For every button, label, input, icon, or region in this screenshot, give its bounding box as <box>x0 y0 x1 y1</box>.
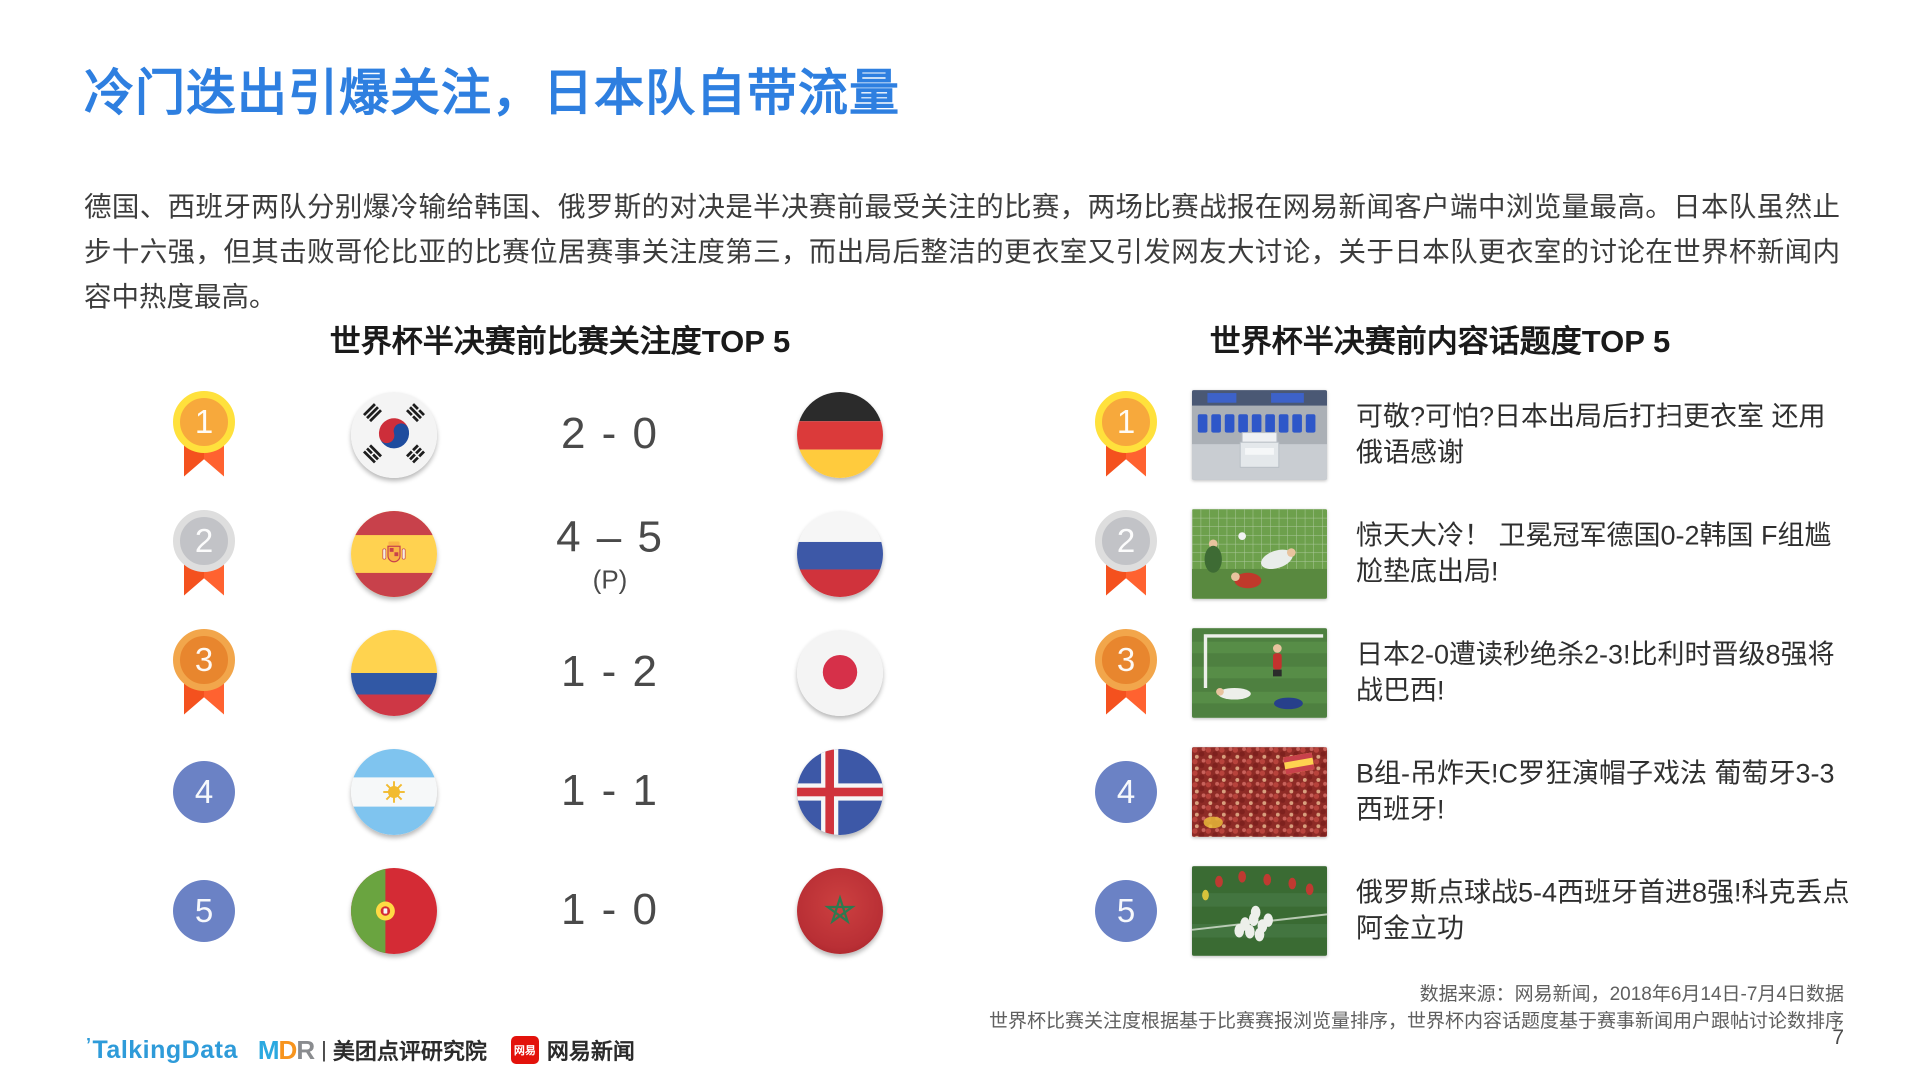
rank-4-badge: 4 <box>1095 760 1157 823</box>
match-row: 2 4 – 5 (P) <box>165 494 945 613</box>
rank-number: 2 <box>1116 521 1136 559</box>
rank-number: 2 <box>194 521 214 559</box>
source-line-2: 世界杯比赛关注度根据基于比赛赛报浏览量排序，世界杯内容话题度基于赛事新闻用户跟帖… <box>988 1010 1844 1032</box>
rank-2-silver-medal-icon: 2 <box>173 509 235 600</box>
news-headline: B组-吊炸天!C罗狂演帽子戏法 葡萄牙3-3西班牙! <box>1356 758 1835 825</box>
match-row: 4 1 - 1 <box>165 732 945 851</box>
page-title: 冷门迭出引爆关注，日本队自带流量 <box>84 65 900 121</box>
rank-number: 5 <box>1116 891 1136 929</box>
footer-logos: ’ TalkingData MDR | 美团点评研究院 网易 网易新闻 <box>86 1034 635 1066</box>
score-text: 4 – 5 <box>556 512 664 561</box>
news-headline: 惊天大冷！ 卫冕冠军德国0-2韩国 F组尴尬垫底出局! <box>1356 520 1832 587</box>
right-panel-header: 世界杯半决赛前内容话题度TOP 5 <box>1209 324 1671 359</box>
japan-flag-icon <box>797 629 883 716</box>
meituan-dianping-institute-logo: 美团点评研究院 <box>332 1039 487 1064</box>
source-line-1: 数据来源：网易新闻，2018年6月14日-7月4日数据 <box>1419 984 1844 1005</box>
content-topic-ranking: 1 可敬?可怕?日本出局后打扫更衣室 还用俄语感谢 2 <box>1080 375 1880 970</box>
score-text: 2 - 0 <box>560 408 660 458</box>
rank-number: 5 <box>194 891 214 929</box>
talkingdata-logo: ’ TalkingData <box>86 1034 238 1064</box>
russia-celebration-photo <box>1192 865 1327 956</box>
colombia-flag-icon <box>351 629 437 716</box>
news-row: 5 俄罗斯点球战5-4西班牙首进8强!科克丢点阿金立功 <box>1080 851 1880 970</box>
news-row: 2 惊天大冷！ 卫冕冠军德国0-2韩国 F组尴尬垫底出局! <box>1080 494 1880 613</box>
rank-5-badge: 5 <box>173 879 235 942</box>
spain-flag-icon <box>351 510 437 597</box>
match-row: 3 1 - 2 <box>165 613 945 732</box>
rank-number: 4 <box>194 772 214 810</box>
penalty-note: (P) <box>592 564 628 594</box>
match-score: 4 – 5 (P) <box>515 512 705 595</box>
logo-separator: | <box>321 1037 327 1062</box>
mdr-logo: MDR <box>257 1034 315 1065</box>
talkingdata-tick-icon: ’ <box>86 1034 92 1055</box>
spain-crowd-photo <box>1192 746 1327 837</box>
news-headline: 日本2-0遭读秒绝杀2-3!比利时晋级8强将战巴西! <box>1356 639 1835 706</box>
news-row: 4 B组-吊炸天!C罗狂演帽子戏法 葡萄牙3-3西班牙! <box>1080 732 1880 851</box>
south-korea-flag-icon <box>351 391 437 478</box>
rank-number: 3 <box>1116 640 1136 678</box>
left-panel-header: 世界杯半决赛前比赛关注度TOP 5 <box>329 324 791 359</box>
rank-5-badge: 5 <box>1095 879 1157 942</box>
locker-room-photo <box>1192 389 1327 480</box>
match-score: 1 - 2 <box>515 647 705 699</box>
rank-number: 1 <box>1116 402 1136 440</box>
rank-1-gold-medal-icon: 1 <box>173 390 235 481</box>
rank-4-badge: 4 <box>173 760 235 823</box>
match-score: 1 - 0 <box>515 885 705 937</box>
news-row: 3 日本2-0遭读秒绝杀2-3!比利时晋级8强将战巴西! <box>1080 613 1880 732</box>
match-row: 5 1 - 0 <box>165 851 945 970</box>
rank-2-silver-medal-icon: 2 <box>1095 509 1157 600</box>
russia-flag-icon <box>797 510 883 597</box>
news-row: 1 可敬?可怕?日本出局后打扫更衣室 还用俄语感谢 <box>1080 375 1880 494</box>
match-score: 2 - 0 <box>515 409 705 461</box>
match-attention-ranking: 1 2 - 0 <box>165 375 945 970</box>
germany-flag-icon <box>797 391 883 478</box>
intro-paragraph: 德国、西班牙两队分别爆冷输给韩国、俄罗斯的对决是半决赛前最受关注的比赛，两场比赛… <box>84 191 1840 313</box>
portugal-flag-icon <box>351 867 437 954</box>
morocco-flag-icon <box>797 867 883 954</box>
data-source-note: 数据来源：网易新闻，2018年6月14日-7月4日数据 世界杯比赛关注度根据基于… <box>989 982 1844 1035</box>
netease-news-logo: 网易新闻 <box>546 1039 635 1064</box>
score-text: 1 - 1 <box>560 765 660 815</box>
news-headline: 可敬?可怕?日本出局后打扫更衣室 还用俄语感谢 <box>1356 401 1826 468</box>
japan-belgium-photo <box>1192 627 1327 718</box>
news-headline: 俄罗斯点球战5-4西班牙首进8强!科克丢点阿金立功 <box>1356 877 1850 944</box>
rank-3-bronze-medal-icon: 3 <box>173 628 235 719</box>
rank-3-bronze-medal-icon: 3 <box>1095 628 1157 719</box>
rank-number: 3 <box>194 640 214 678</box>
netease-app-icon: 网易 <box>510 1036 539 1064</box>
page-number: 7 <box>1832 1026 1844 1049</box>
rank-number: 1 <box>194 402 214 440</box>
match-score: 1 - 1 <box>515 766 705 818</box>
score-text: 1 - 0 <box>560 884 660 934</box>
argentina-flag-icon <box>351 748 437 835</box>
iceland-flag-icon <box>797 748 883 835</box>
score-text: 1 - 2 <box>560 646 660 696</box>
rank-number: 4 <box>1116 772 1136 810</box>
rank-1-gold-medal-icon: 1 <box>1095 390 1157 481</box>
germany-korea-goal-photo <box>1192 508 1327 599</box>
match-row: 1 2 - 0 <box>165 375 945 494</box>
